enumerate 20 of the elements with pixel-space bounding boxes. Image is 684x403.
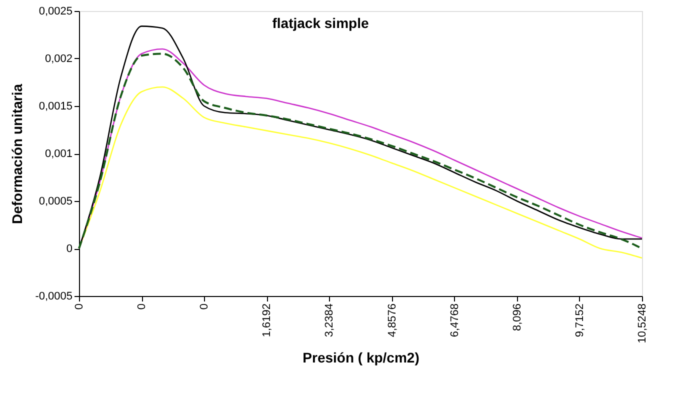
y-tick-label: 0,001 [44, 148, 72, 160]
x-tick-label: 0 [74, 304, 86, 310]
y-axis-title: Deformación unitaria [9, 84, 26, 224]
y-tick-label: 0,0005 [38, 196, 72, 208]
y-tick-label: 0,0025 [38, 6, 72, 18]
y-tick-label: 0,002 [44, 53, 72, 65]
x-tick-label: 6,4768 [448, 304, 461, 338]
x-tick-label: 0 [136, 304, 148, 310]
chart-title: flatjack simple [272, 15, 369, 31]
x-tick-label: 0 [198, 304, 211, 310]
x-tick-label: 4,8576 [386, 304, 398, 338]
x-tick-label: 1,6192 [261, 304, 274, 338]
x-tick-label: 10,5248 [636, 304, 648, 344]
y-tick-label: 0,0015 [38, 100, 72, 112]
x-axis-title: Presión ( kp/cm2) [302, 349, 420, 366]
y-tick-label: -0,0005 [35, 290, 72, 302]
x-tick-label: 9,7152 [574, 304, 586, 338]
x-tick-label: 8,096 [511, 304, 524, 332]
y-tick-label: 0 [66, 243, 72, 255]
x-tick-label: 3,2384 [324, 304, 336, 338]
